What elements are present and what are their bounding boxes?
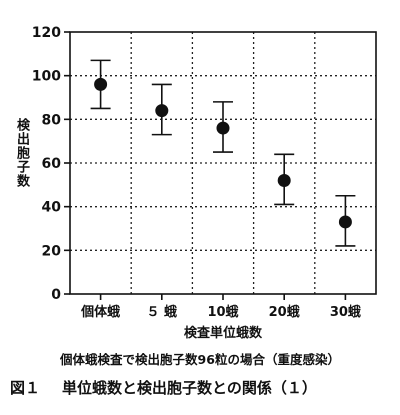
data-point (277, 173, 291, 187)
y-tick-label: 40 (42, 200, 62, 216)
x-tick-label: ５ 蛾 (147, 304, 178, 320)
caption-text: 単位蛾数と検出胞子数との関係（１） (62, 379, 317, 397)
y-tick-label: 0 (51, 287, 61, 303)
y-tick-label: 100 (32, 69, 61, 85)
y-axis-label: 検出胞子数 (14, 118, 29, 188)
y-tick-label: 120 (32, 25, 61, 41)
x-axis-label: 検査単位蛾数 (183, 326, 262, 341)
y-tick-label: 20 (42, 243, 62, 259)
data-point (338, 215, 352, 229)
chart-note: 個体蛾検査で検出胞子数96粒の場合（重度感染） (60, 352, 340, 367)
data-point (155, 104, 169, 118)
y-tick-label: 80 (42, 112, 62, 128)
x-tick-label: 10蛾 (207, 304, 238, 320)
x-tick-label: 個体蛾 (80, 304, 120, 320)
x-tick-label: 30蛾 (330, 304, 361, 320)
data-point (216, 121, 230, 135)
caption-number: 図１ (10, 379, 41, 397)
y-tick-label: 60 (42, 156, 62, 172)
figure-caption: 図１ 単位蛾数と検出胞子数との関係（１） (10, 377, 317, 398)
x-tick-label: 20蛾 (269, 304, 300, 320)
data-point (94, 77, 108, 91)
